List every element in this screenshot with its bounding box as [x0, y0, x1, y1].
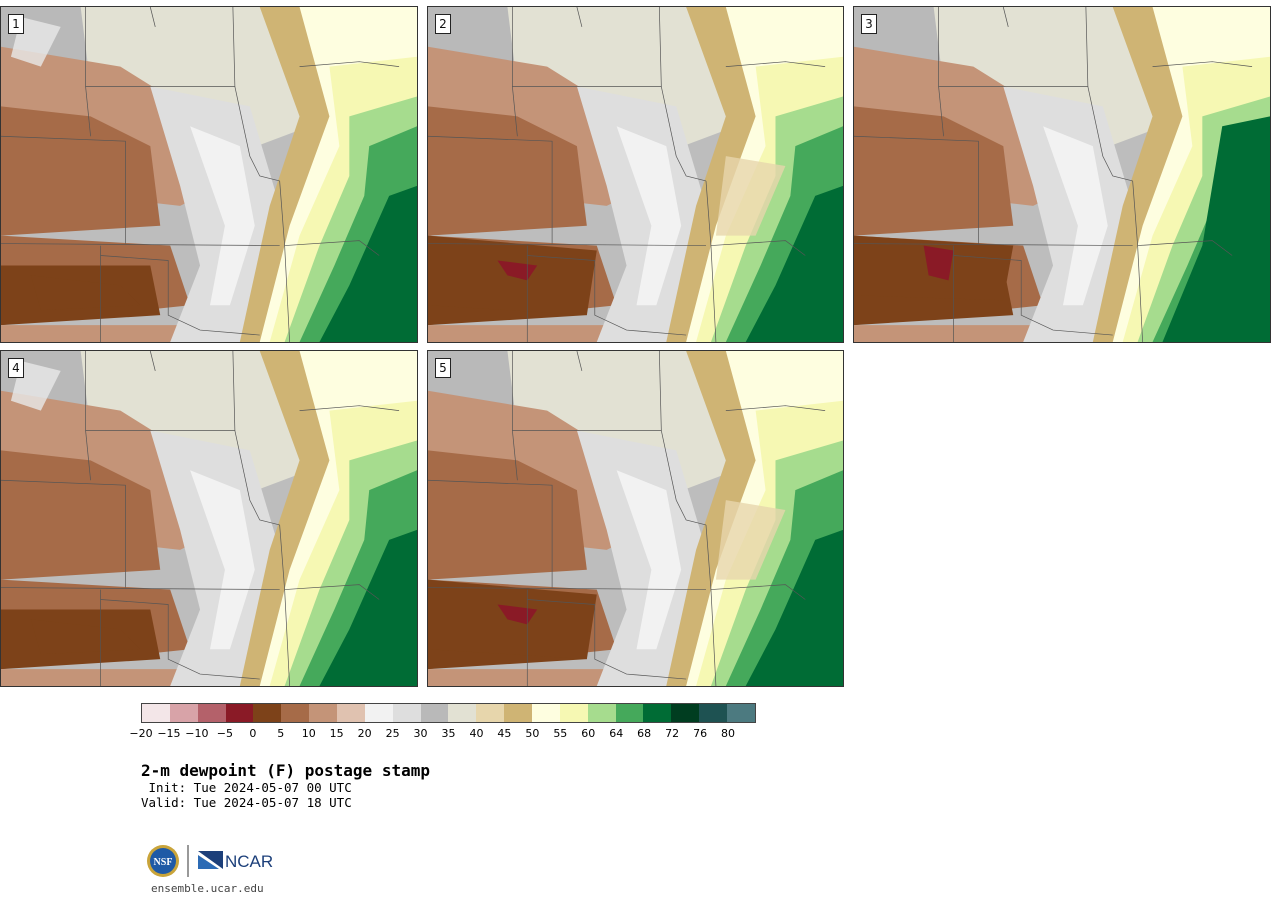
- colorbar-tick-label: 30: [413, 727, 428, 740]
- nsf-logo-text: NSF: [154, 857, 173, 868]
- colorbar-ticks: −20 −15 −10 −5 0 5 10 15 20 25 30 35 40 45 50 55 60 64 68 7…: [129, 727, 756, 743]
- colorbar-swatch: [448, 704, 477, 722]
- colorbar-swatch: [504, 704, 533, 722]
- colorbar-tick-label: 64: [609, 727, 624, 740]
- colorbar-swatch: [281, 704, 310, 722]
- panel-number: 3: [861, 14, 877, 34]
- colorbar-tick-label: 60: [581, 727, 596, 740]
- panel-number: 1: [8, 14, 24, 34]
- colorbar-swatch: [587, 704, 616, 722]
- colorbar-swatch: [420, 704, 449, 722]
- nsf-ncar-logo: NSF NCAR: [145, 843, 275, 879]
- colorbar-swatch: [532, 704, 560, 722]
- init-time: Init: Tue 2024-05-07 00 UTC: [141, 780, 352, 795]
- colorbar-swatch: [643, 704, 672, 722]
- colorbar-tick-label: 68: [637, 727, 652, 740]
- colorbar-tick-label: −10: [185, 727, 209, 740]
- colorbar-swatch: [225, 704, 254, 722]
- colorbar-tick-label: 45: [497, 727, 512, 740]
- colorbar-tick-label: 35: [441, 727, 456, 740]
- ncar-logo-text: NCAR: [225, 852, 273, 871]
- colorbar-tick-label: 50: [525, 727, 540, 740]
- dewpoint-map: [1, 7, 417, 342]
- colorbar-swatch: [559, 704, 588, 722]
- colorbar-tick-label: 72: [665, 727, 680, 740]
- panel-number: 2: [435, 14, 451, 34]
- colorbar-tick-label: 76: [693, 727, 708, 740]
- colorbar-swatch: [476, 704, 505, 722]
- colorbar-tick-label: 10: [301, 727, 316, 740]
- colorbar-swatch: [169, 704, 198, 722]
- dewpoint-map: [428, 351, 843, 686]
- site-url: ensemble.ucar.edu: [151, 882, 264, 895]
- colorbar-tick-label: 15: [329, 727, 344, 740]
- colorbar-tick-label: 80: [721, 727, 736, 740]
- colorbar-tick-label: 55: [553, 727, 568, 740]
- map-panel-5: 5: [427, 350, 844, 687]
- colorbar-swatch: [727, 704, 755, 722]
- colorbar-swatch: [699, 704, 728, 722]
- map-panel-1: 1: [0, 6, 418, 343]
- colorbar-tick-label: 20: [357, 727, 372, 740]
- colorbar-swatch: [337, 704, 365, 722]
- map-panel-3: 3: [853, 6, 1271, 343]
- panel-number: 4: [8, 358, 24, 378]
- colorbar-swatch: [253, 704, 282, 722]
- dewpoint-map: [854, 7, 1270, 342]
- colorbar-tick-label: 0: [249, 727, 257, 740]
- colorbar-tick-label: −20: [129, 727, 153, 740]
- colorbar: [141, 703, 756, 723]
- dewpoint-map: [1, 351, 417, 686]
- colorbar-tick-label: −15: [157, 727, 181, 740]
- map-panel-4: 4: [0, 350, 418, 687]
- colorbar-tick-label: 5: [277, 727, 285, 740]
- colorbar-swatch: [142, 704, 170, 722]
- colorbar-swatch: [364, 704, 393, 722]
- colorbar-swatch: [392, 704, 421, 722]
- colorbar-swatch: [671, 704, 700, 722]
- colorbar-tick-label: −5: [216, 727, 233, 740]
- chart-title: 2-m dewpoint (F) postage stamp: [141, 761, 430, 780]
- colorbar-tick-label: 40: [469, 727, 484, 740]
- valid-time: Valid: Tue 2024-05-07 18 UTC: [141, 795, 352, 810]
- colorbar-swatch: [197, 704, 226, 722]
- colorbar-swatch: [309, 704, 338, 722]
- panel-number: 5: [435, 358, 451, 378]
- colorbar-tick-label: 25: [385, 727, 400, 740]
- map-panel-2: 2: [427, 6, 844, 343]
- colorbar-swatch: [615, 704, 644, 722]
- dewpoint-map: [428, 7, 843, 342]
